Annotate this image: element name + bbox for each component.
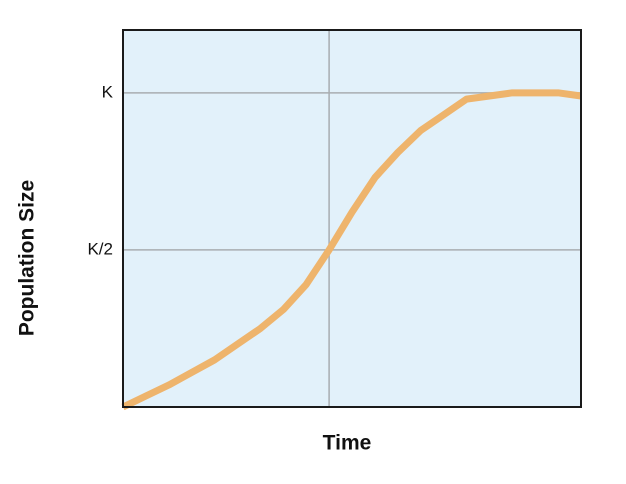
y-tick-label: K: [102, 82, 114, 101]
y-axis-title: Population Size: [16, 180, 39, 336]
x-axis-title: Time: [323, 432, 372, 455]
y-tick-label: K/2: [87, 239, 113, 258]
line: [121, 89, 582, 411]
plot-border: [122, 29, 582, 408]
